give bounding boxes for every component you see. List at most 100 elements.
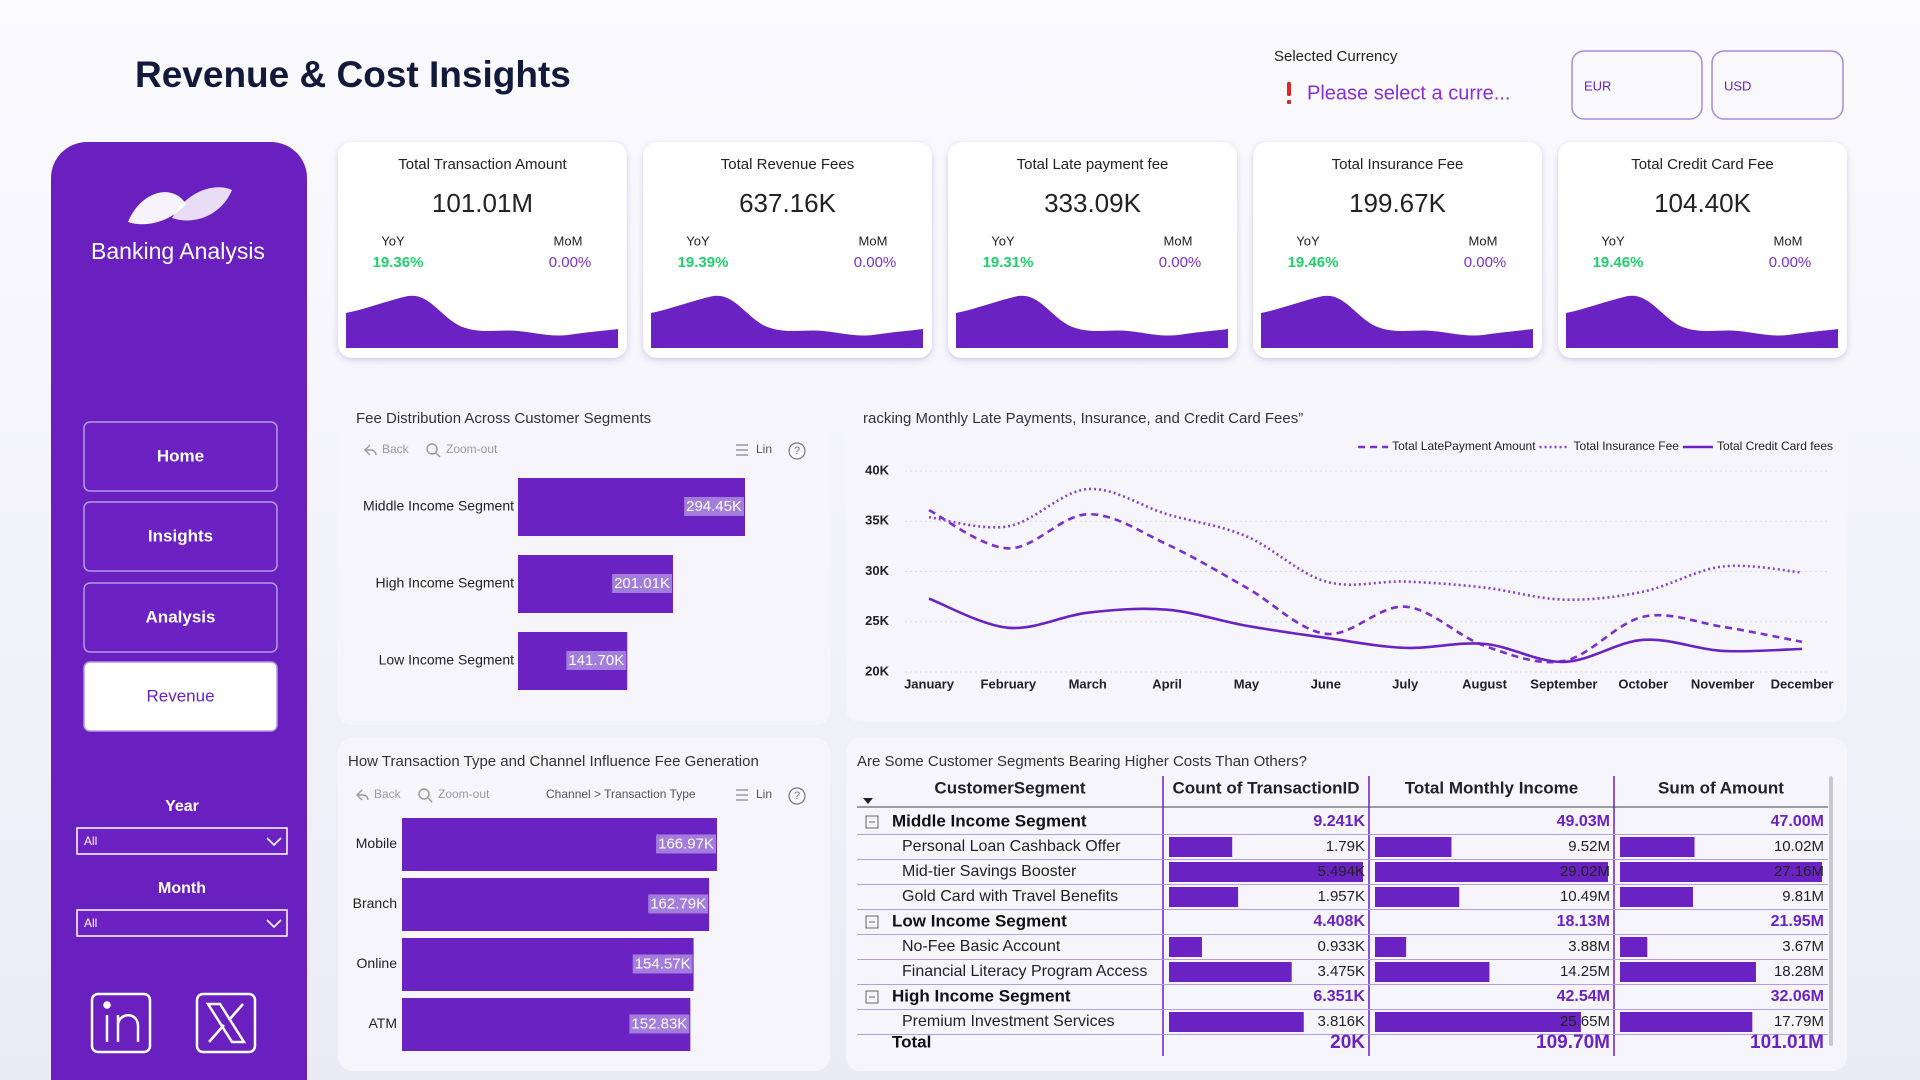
cell-value: 14.25M — [1560, 963, 1610, 980]
zoom-icon — [435, 452, 441, 458]
kpi-mom: 0.00% — [1464, 254, 1507, 271]
nav-label[interactable]: Analysis — [146, 607, 216, 626]
data-bar — [1375, 962, 1490, 982]
column-header[interactable]: Total Monthly Income — [1405, 778, 1578, 797]
nav-label[interactable]: Revenue — [146, 686, 214, 705]
dropdown-value[interactable]: All — [84, 834, 97, 848]
dropdown-chevron — [266, 837, 282, 847]
currency-label: Selected Currency — [1274, 48, 1398, 65]
data-bar — [1169, 837, 1233, 857]
kpi-card: Total Insurance Fee 199.67K YoY 19.46% MoM 0.… — [1253, 142, 1542, 358]
table: Are Some Customer Segments Bearing Highe… — [857, 753, 1833, 1056]
kpi-title: Total Insurance Fee — [1332, 156, 1464, 173]
legend-label: Total Insurance Fee — [1574, 439, 1680, 453]
total-value: 109.70M — [1536, 1032, 1610, 1053]
total-value: 101.01M — [1750, 1032, 1824, 1053]
data-label-bg — [612, 573, 672, 593]
back-button[interactable]: Back — [382, 442, 410, 456]
currency-option[interactable]: EUR — [1584, 78, 1611, 93]
x-tick-label: February — [981, 676, 1037, 691]
category-label: Branch — [353, 895, 397, 911]
kpi-mom: 0.00% — [854, 254, 897, 271]
cell-value: 27.16M — [1774, 863, 1824, 880]
kpi-title: Total Revenue Fees — [721, 156, 854, 173]
group-value: 21.95M — [1771, 913, 1824, 930]
mode-button[interactable]: Lin — [756, 442, 772, 456]
mode-button[interactable]: Lin — [756, 787, 772, 801]
help-button[interactable]: ? — [794, 445, 800, 457]
cell-value: 9.52M — [1568, 838, 1610, 855]
mode-icon — [736, 789, 748, 801]
nav-button[interactable] — [83, 582, 278, 653]
nav-label[interactable]: Home — [157, 446, 204, 465]
column-header[interactable]: Count of TransactionID — [1173, 778, 1360, 797]
chart-toolbar: Back Zoom-out Lin? — [364, 442, 806, 460]
kpi-yoy-label: YoY — [1296, 233, 1320, 248]
data-label-bg — [656, 834, 716, 854]
dropdown-value[interactable]: All — [84, 916, 97, 930]
row-label: Mid-tier Savings Booster — [902, 863, 1077, 880]
currency-button[interactable]: EUR — [1571, 50, 1703, 120]
nav-label[interactable]: Insights — [148, 526, 213, 545]
data-bar — [1169, 1012, 1304, 1032]
column-header[interactable]: Sum of Amount — [1658, 778, 1784, 797]
x-icon[interactable] — [195, 992, 257, 1054]
warning-icon — [1287, 82, 1291, 104]
kpi-mom-label: MoM — [1774, 233, 1803, 248]
data-label: 152.83K — [631, 1015, 687, 1032]
data-bar — [1169, 887, 1239, 907]
zoom-out-button[interactable]: Zoom-out — [446, 442, 498, 456]
row-label: Financial Literacy Program Access — [902, 963, 1147, 980]
group-value: 4.408K — [1313, 913, 1365, 930]
kpi-mom-label: MoM — [859, 233, 888, 248]
kpi-value: 333.09K — [1044, 188, 1142, 218]
nav-button[interactable] — [83, 421, 278, 492]
y-tick-label: 20K — [865, 663, 889, 678]
cell-value: 0.933K — [1317, 938, 1365, 955]
collapse-icon[interactable] — [865, 915, 879, 929]
nav-button[interactable] — [83, 661, 278, 732]
category-label: ATM — [368, 1015, 397, 1031]
kpi-yoy: 19.46% — [1288, 254, 1339, 271]
kpi-title: Total Late payment fee — [1017, 156, 1169, 173]
drill-path: Channel > Transaction Type — [546, 787, 696, 801]
dropdown[interactable] — [76, 909, 288, 937]
total-value: 20K — [1330, 1032, 1365, 1053]
data-bar — [1620, 937, 1648, 957]
scrollbar[interactable] — [1829, 776, 1833, 1046]
kpi-value: 199.67K — [1349, 188, 1447, 218]
back-button[interactable]: Back — [374, 787, 402, 801]
row-label: Personal Loan Cashback Offer — [902, 838, 1121, 855]
data-label-bg — [632, 954, 693, 974]
data-bar — [1620, 887, 1693, 907]
kpi-mom-label: MoM — [1164, 233, 1193, 248]
y-tick-label: 40K — [865, 462, 889, 477]
collapse-icon[interactable] — [865, 815, 879, 829]
x-tick-label: October — [1618, 676, 1668, 691]
page-title: Revenue & Cost Insights — [135, 54, 571, 95]
dropdown[interactable] — [76, 827, 288, 855]
help-button[interactable]: ? — [794, 790, 800, 802]
kpi-yoy: 19.46% — [1593, 254, 1644, 271]
zoom-out-button[interactable]: Zoom-out — [438, 787, 490, 801]
column-header[interactable]: CustomerSegment — [934, 778, 1085, 797]
currency-option[interactable]: USD — [1724, 78, 1751, 93]
collapse-icon[interactable] — [865, 990, 879, 1004]
currency-button[interactable]: USD — [1711, 50, 1844, 120]
data-bar — [1375, 862, 1608, 882]
kpi-yoy: 19.36% — [373, 254, 424, 271]
category-label: Middle Income Segment — [363, 498, 514, 514]
linkedin-icon[interactable] — [90, 992, 152, 1054]
chart-title: How Transaction Type and Channel Influen… — [348, 753, 759, 770]
x-tick-label: June — [1311, 676, 1341, 691]
row-label: No-Fee Basic Account — [902, 938, 1061, 955]
row-label: Premium Investment Services — [902, 1013, 1115, 1030]
nav-button[interactable] — [83, 501, 278, 572]
cell-value: 10.02M — [1774, 838, 1824, 855]
mode-icon — [736, 444, 748, 456]
back-icon — [356, 789, 369, 801]
data-bar — [1169, 937, 1202, 957]
cell-value: 3.88M — [1568, 938, 1610, 955]
legend-label: Total Credit Card fees — [1717, 439, 1833, 453]
data-bar — [1620, 862, 1822, 882]
